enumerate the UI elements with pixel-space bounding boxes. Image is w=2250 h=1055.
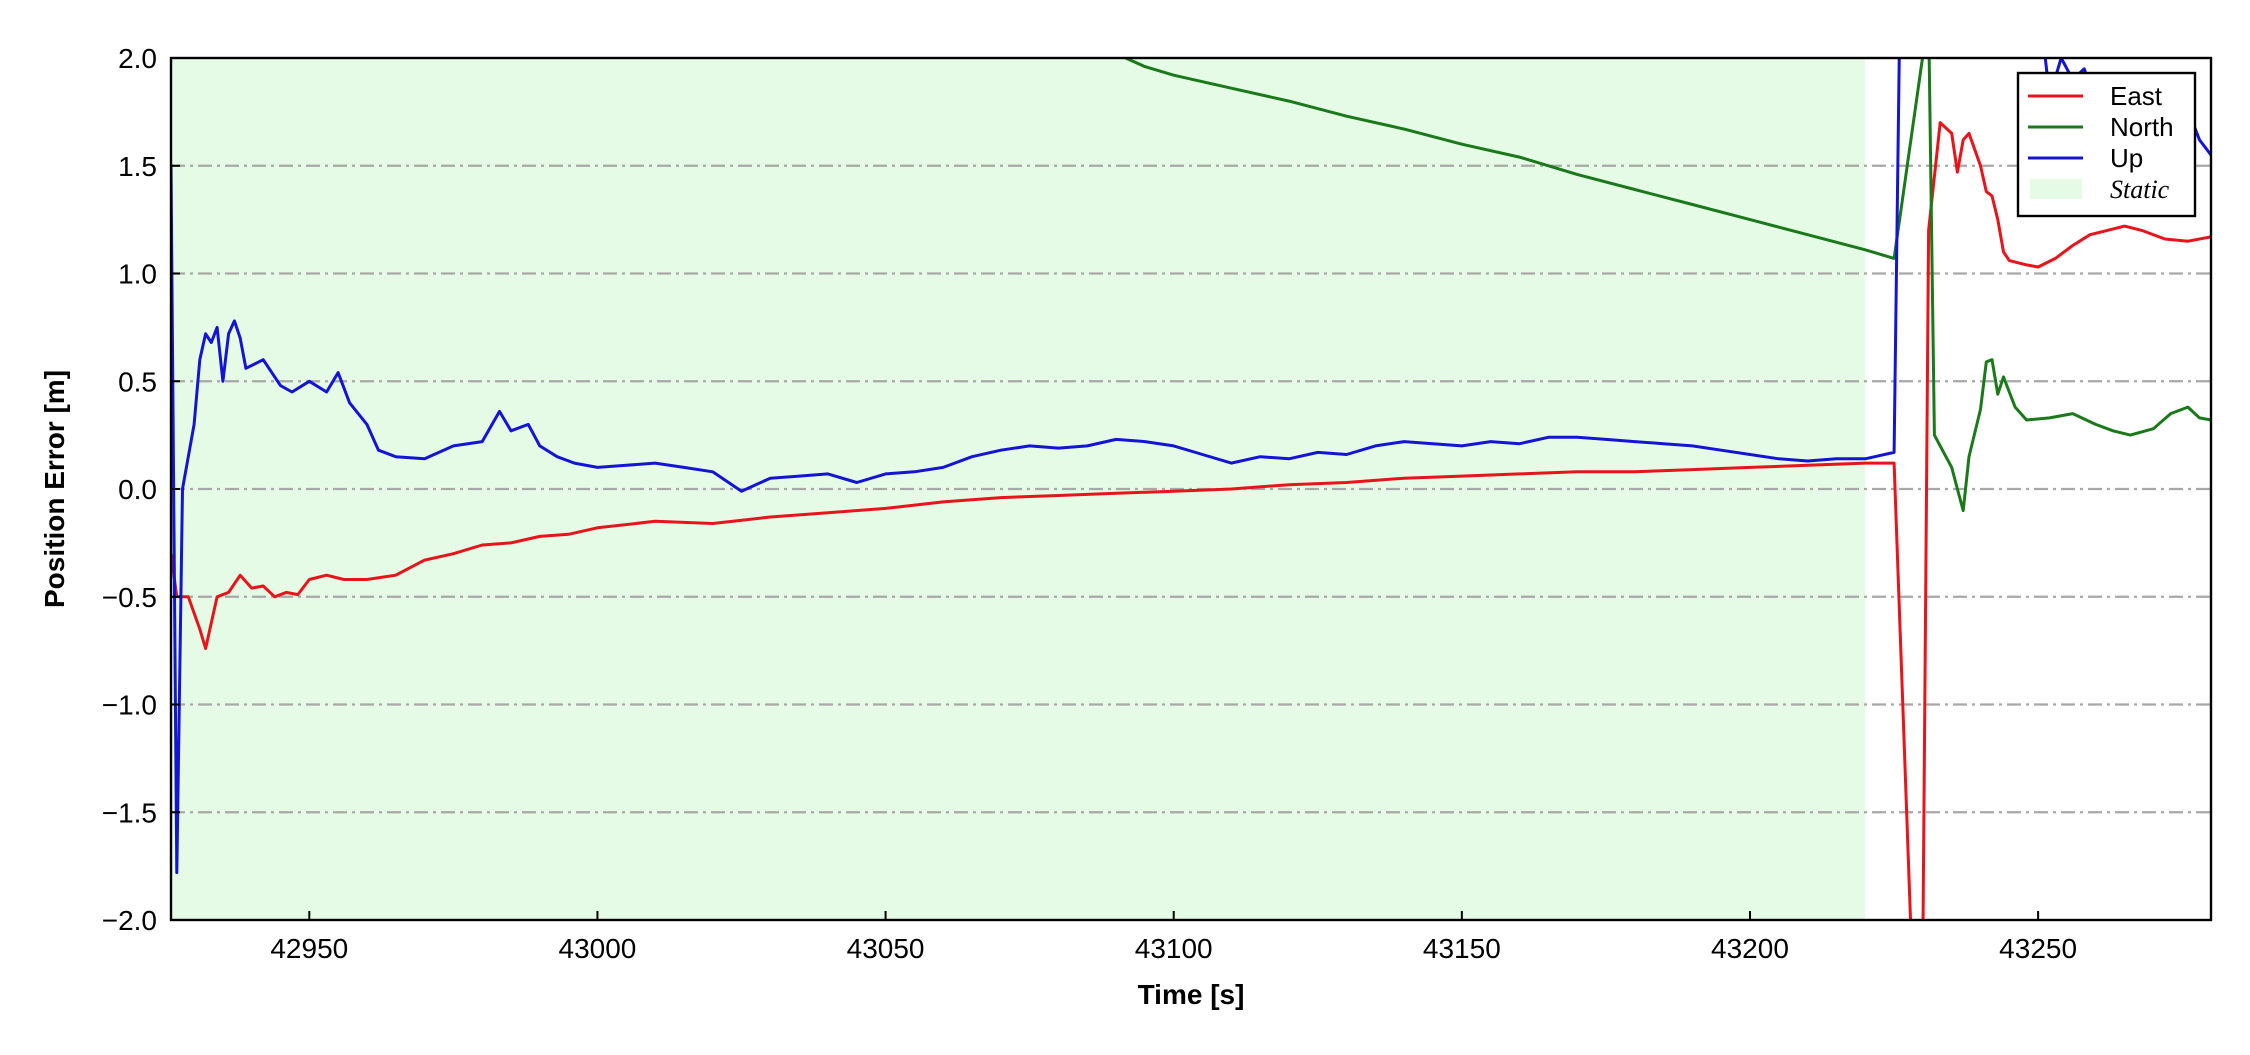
y-tick-label: −0.5 <box>102 582 157 613</box>
x-tick-label: 43250 <box>1999 933 2077 964</box>
y-tick-label: −1.0 <box>102 690 157 721</box>
y-tick-label: 1.0 <box>118 259 157 290</box>
y-tick-label: −1.5 <box>102 797 157 828</box>
y-tick-label: 1.5 <box>118 151 157 182</box>
x-axis-title: Time [s] <box>1138 979 1245 1010</box>
y-tick-label: 2.0 <box>118 43 157 74</box>
x-tick-label: 43200 <box>1711 933 1789 964</box>
x-tick-label: 43150 <box>1423 933 1501 964</box>
y-tick-label: −2.0 <box>102 905 157 936</box>
x-tick-label: 42950 <box>270 933 348 964</box>
y-tick-label: 0.0 <box>118 474 157 505</box>
x-tick-label: 43100 <box>1135 933 1213 964</box>
x-tick-label: 43000 <box>559 933 637 964</box>
legend-label-east: East <box>2110 81 2163 111</box>
series-line-north <box>1122 58 2211 513</box>
legend-swatch-static <box>2030 179 2082 199</box>
legend-label-north: North <box>2110 112 2174 142</box>
x-tick-label: 43050 <box>847 933 925 964</box>
series-line-east <box>171 121 2211 920</box>
y-axis-title: Position Error [m] <box>39 370 70 608</box>
legend-label-up: Up <box>2110 143 2143 173</box>
y-tick-label: 0.5 <box>118 366 157 397</box>
series-line-up <box>171 58 2211 875</box>
legend-label-static: Static <box>2110 175 2170 204</box>
